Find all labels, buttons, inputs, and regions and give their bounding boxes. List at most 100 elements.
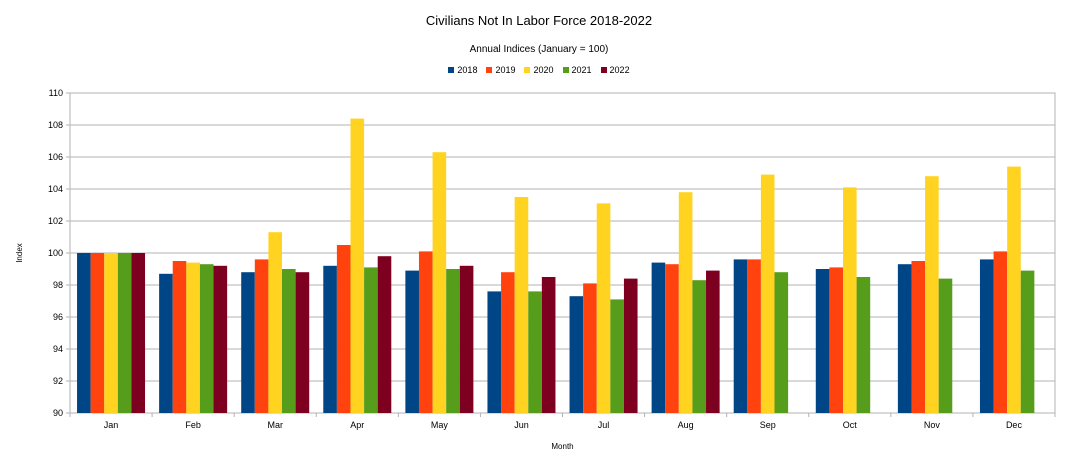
legend-label: 2021	[571, 65, 592, 75]
bar-2022-jun	[541, 277, 556, 413]
legend-label: 2020	[533, 65, 554, 75]
bar-2018-mar	[241, 272, 255, 413]
x-tick-label: Nov	[924, 420, 941, 430]
bar-2019-jan	[90, 253, 105, 413]
y-tick-label: 100	[48, 248, 63, 258]
legend-label: 2022	[609, 65, 630, 75]
bar-2018-jan	[77, 253, 91, 413]
y-tick-label: 104	[48, 184, 63, 194]
legend-item-2022: 2022	[600, 65, 630, 75]
bar-2020-sep	[760, 174, 775, 413]
x-tick-label: Oct	[843, 420, 858, 430]
bar-2019-feb	[172, 261, 187, 413]
bar-2018-dec	[979, 259, 994, 413]
bar-2020-oct	[842, 187, 857, 413]
x-axis-title: Month	[551, 442, 573, 451]
bar-2020-feb	[186, 262, 200, 413]
x-tick-label: Dec	[1006, 420, 1023, 430]
y-tick-label: 92	[53, 376, 63, 386]
bar-2020-jun	[514, 197, 529, 413]
bar-2021-dec	[1020, 270, 1035, 413]
chart-title: Civilians Not In Labor Force 2018-2022	[425, 13, 653, 28]
bar-2022-aug	[706, 270, 720, 413]
bar-2021-jan	[117, 253, 132, 413]
bar-2022-mar	[295, 272, 310, 413]
bar-2022-may	[459, 265, 474, 413]
bar-2020-jan	[104, 253, 118, 413]
legend-swatch	[562, 67, 569, 73]
x-tick-label: May	[431, 420, 449, 430]
bar-2018-sep	[733, 259, 748, 413]
bar-2019-oct	[829, 267, 843, 413]
legend-item-2018: 2018	[448, 65, 477, 75]
bar-2018-feb	[159, 273, 173, 413]
bar-2021-may	[446, 269, 460, 413]
legend-label: 2018	[457, 65, 478, 75]
legend-swatch	[600, 67, 607, 73]
bar-2018-oct	[815, 269, 830, 413]
bar-2019-jun	[501, 272, 515, 413]
chart-subtitle: Annual Indices (January = 100)	[469, 44, 609, 55]
bar-2019-nov	[911, 261, 926, 413]
bar-2022-jan	[131, 253, 146, 413]
y-tick-label: 106	[48, 152, 63, 162]
x-tick-label: Apr	[350, 420, 364, 430]
bar-2019-aug	[665, 264, 679, 413]
legend-swatch	[524, 67, 531, 73]
bar-2021-apr	[364, 267, 378, 413]
legend-swatch	[448, 67, 455, 73]
bar-2020-jul	[596, 203, 611, 413]
y-tick-label: 90	[53, 408, 63, 418]
x-tick-label: Jul	[598, 420, 610, 430]
bar-2020-mar	[268, 232, 283, 413]
legend-item-2019: 2019	[486, 65, 515, 75]
bar-2018-jun	[487, 291, 502, 413]
x-tick-label: Mar	[267, 420, 283, 430]
bar-2018-aug	[651, 262, 666, 413]
chart-legend: 2018 2019 2020 2021 2022	[0, 65, 1078, 75]
bar-2021-mar	[282, 269, 296, 413]
x-tick-label: Aug	[678, 420, 694, 430]
bar-2020-apr	[350, 118, 365, 413]
y-tick-label: 96	[53, 312, 63, 322]
y-tick-label: 98	[53, 280, 63, 290]
bar-2019-jul	[583, 283, 597, 413]
legend-item-2020: 2020	[524, 65, 554, 75]
x-tick-label: Jan	[104, 420, 119, 430]
legend-item-2021: 2021	[562, 65, 592, 75]
bar-2019-sep	[747, 259, 761, 413]
y-tick-label: 110	[49, 88, 63, 98]
bar-2018-apr	[323, 265, 337, 413]
bar-2022-jul	[623, 278, 638, 413]
legend-label: 2019	[495, 65, 516, 75]
bar-2019-may	[418, 251, 433, 413]
bar-2018-may	[405, 270, 419, 413]
x-tick-label: Feb	[185, 420, 201, 430]
bar-2021-nov	[938, 278, 953, 413]
bar-2021-jul	[610, 299, 624, 413]
y-tick-label: 94	[53, 344, 63, 354]
bar-2019-apr	[336, 245, 351, 413]
bar-2022-feb	[213, 265, 228, 413]
bar-2021-feb	[199, 264, 214, 413]
bar-2019-dec	[993, 251, 1008, 413]
bar-2021-sep	[774, 272, 789, 413]
bar-2021-oct	[856, 277, 871, 413]
x-tick-label: Sep	[760, 420, 776, 430]
y-axis-title: Index	[15, 243, 24, 263]
legend-swatch	[486, 67, 493, 73]
bar-2020-may	[432, 152, 447, 413]
x-tick-label: Jun	[514, 420, 529, 430]
bar-2020-aug	[678, 192, 693, 413]
bar-2020-nov	[925, 176, 939, 413]
y-tick-label: 108	[48, 120, 63, 130]
bar-2020-dec	[1007, 166, 1021, 413]
y-tick-label: 102	[48, 216, 63, 226]
bar-2021-aug	[692, 280, 707, 413]
bar-2022-apr	[377, 256, 392, 413]
bar-2019-mar	[254, 259, 269, 413]
bar-2018-jul	[569, 296, 584, 413]
bar-2018-nov	[897, 264, 912, 413]
bar-2021-jun	[528, 291, 542, 413]
